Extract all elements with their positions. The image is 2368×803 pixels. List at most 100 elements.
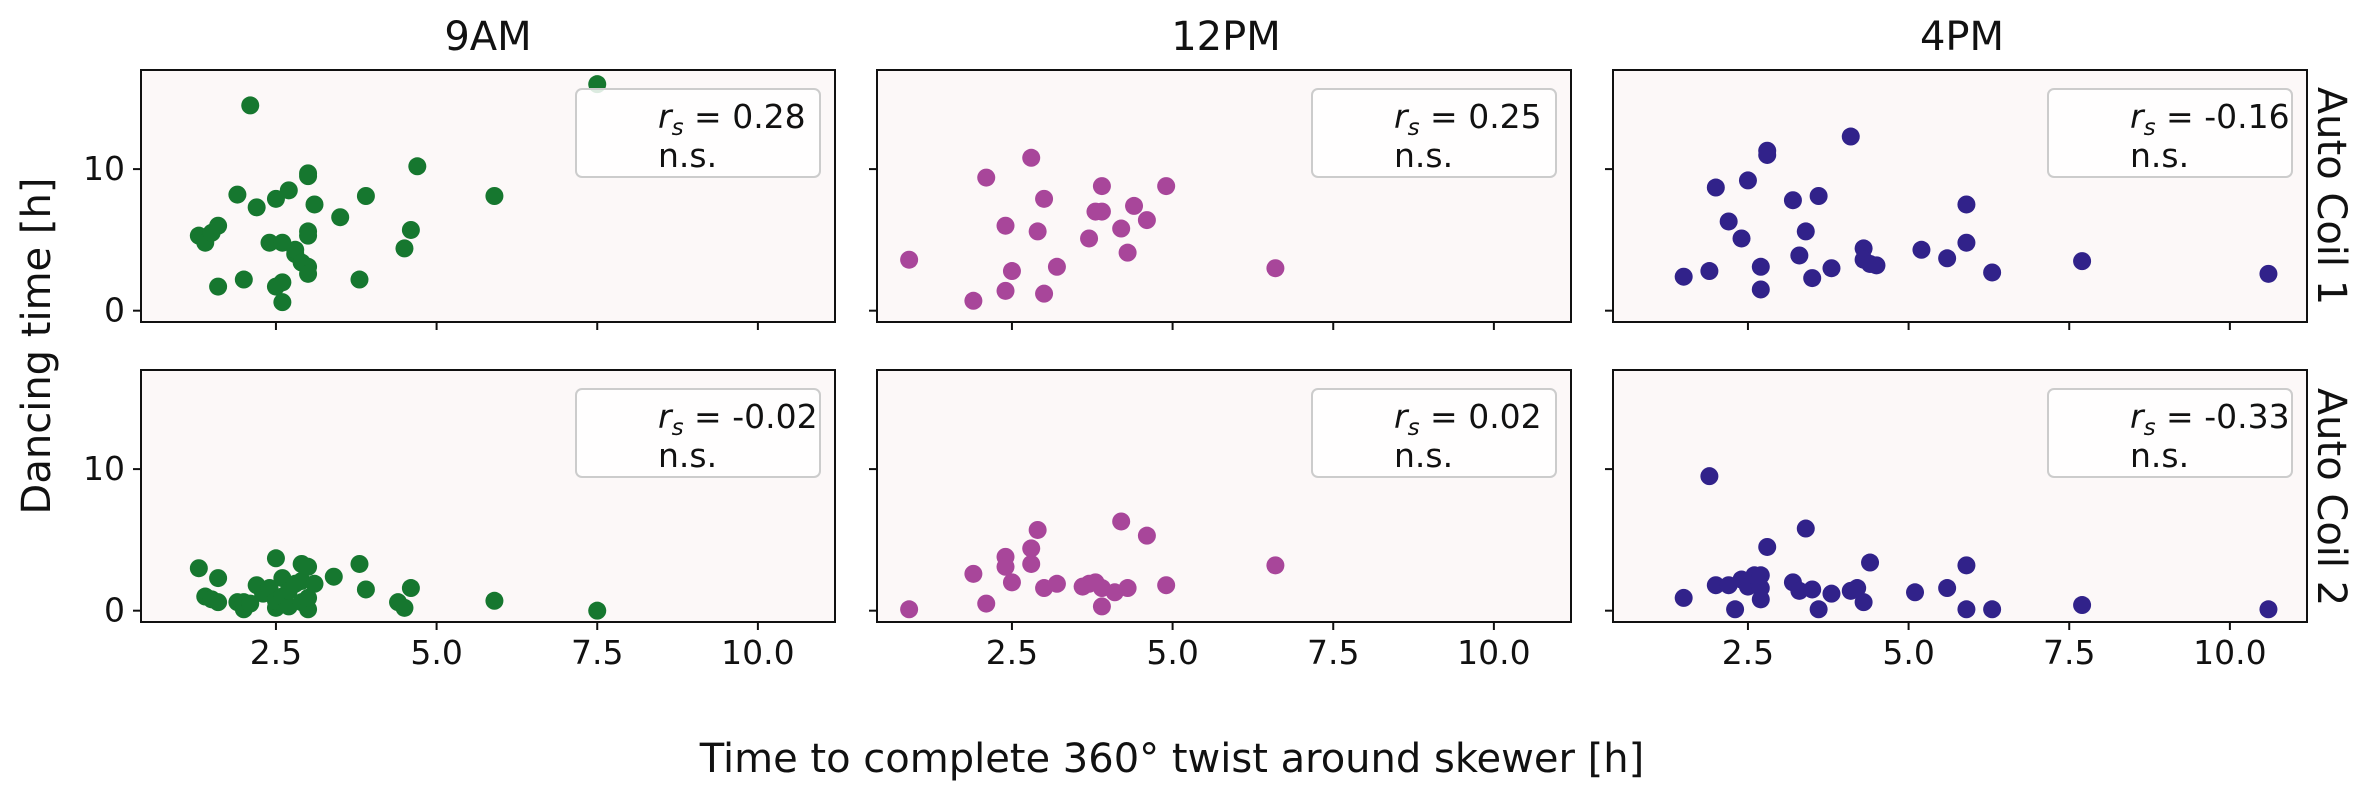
scatter-point [977,168,996,187]
scatter-point [1706,576,1725,595]
scatter-point [305,195,324,214]
scatter-point [1822,259,1841,278]
scatter-point [485,591,504,610]
scatter-point [1738,171,1757,190]
panel-auto-coil-2-9am: 2.5 5.0 7.5 10.0 0 10 rs = -0.02n.s. [83,369,836,672]
scatter-point [1002,262,1021,281]
scatter-point [356,187,375,205]
scatter-point [1751,257,1770,276]
col-title-4pm: 4PM [1920,14,2004,60]
scatter-point [1118,243,1137,262]
scatter-point [1092,202,1111,221]
axes-frame [1612,369,2308,623]
scatter-point [1028,222,1047,241]
scatter-point [2073,252,2092,271]
scatter-point [1047,574,1066,593]
scatter-point [331,208,350,227]
scatter-point [1266,556,1285,575]
scatter-point [1758,141,1777,160]
axes-frame [1612,69,2308,323]
scatter-point [1854,593,1873,612]
scatter-point [1719,212,1738,231]
scatter-point [266,549,285,568]
scatter-point [1700,262,1719,281]
x-tick-label: 5.0 [1882,633,1934,672]
scatter-point [1912,240,1931,259]
scatter-point [305,574,324,593]
scatter-point [1022,148,1041,167]
scatter-point [1751,280,1770,299]
scatter-point [1983,600,2002,619]
x-tick-label: 2.5 [1722,633,1774,672]
scatter-point [1938,249,1957,268]
scatter-point [1047,257,1066,276]
scatter-point [1726,600,1745,619]
scatter-point [900,600,919,619]
significance-label: n.s. [2130,436,2189,475]
scatter-point [964,291,983,310]
scatter-point [1861,553,1880,572]
axes-frame [876,69,1572,323]
spearman-stat: rs = 0.28 [658,97,806,141]
scatter-point [356,580,375,599]
spearman-stat: rs = -0.33 [2130,397,2290,441]
scatter-point [1125,196,1144,215]
x-tick-label: 7.5 [2043,633,2095,672]
scatter-point [1022,554,1041,573]
scatter-point [1822,584,1841,603]
scatter-point [209,277,228,296]
scatter-point [900,250,919,269]
x-tick-label: 5.0 [1146,633,1198,672]
scatter-point [1957,195,1976,214]
scatter-point [1938,579,1957,598]
scatter-point [485,187,504,205]
spearman-stat: rs = 0.25 [1394,97,1542,141]
scatter-point [1035,189,1054,208]
scatter-point [964,564,983,583]
scatter-point [401,220,420,239]
scatter-point [266,189,285,208]
scatter-point [1157,576,1176,595]
scatter-point [1674,588,1693,607]
y-tick-label: 0 [104,591,125,630]
scatter-point [1157,177,1176,196]
scatter-point [1906,583,1925,602]
stat-annotation-box [575,388,821,478]
scatter-point [2073,596,2092,615]
significance-label: n.s. [1394,136,1453,175]
scatter-point [241,594,260,613]
scatter-point [1796,222,1815,241]
scatter-point [996,216,1015,235]
x-tick-label: 5.0 [410,633,462,672]
scatter-point [1092,177,1111,196]
scatter-point [1002,573,1021,592]
scatter-point [1841,127,1860,146]
scatter-point [1674,267,1693,286]
scatter-point [209,569,228,588]
scatter-point [1112,512,1131,531]
scatter-point [1732,229,1751,248]
scatter-point [299,164,318,183]
scatter-point [977,594,996,613]
scatter-point [996,281,1015,300]
row-title-auto-coil-2: Auto Coil 2 [2308,388,2354,606]
scatter-point [1848,579,1867,598]
scatter-point [260,233,279,252]
scatter-point [1137,211,1156,230]
y-tick-label: 10 [83,149,125,188]
scatter-point [189,559,208,578]
scatter-point [234,270,253,289]
col-title-9am: 9AM [444,14,531,60]
scatter-point [299,264,318,283]
stat-annotation-box [575,88,821,178]
scatter-point [588,601,607,620]
x-axis-label: Time to complete 360° twist around skewe… [699,736,1644,782]
scatter-point [1758,537,1777,556]
significance-label: n.s. [658,436,717,475]
x-tick-label: 2.5 [986,633,1038,672]
spearman-stat: rs = -0.02 [658,397,818,441]
stat-annotation-box [1311,388,1557,478]
scatter-point [408,157,427,176]
scatter-point [1137,526,1156,545]
